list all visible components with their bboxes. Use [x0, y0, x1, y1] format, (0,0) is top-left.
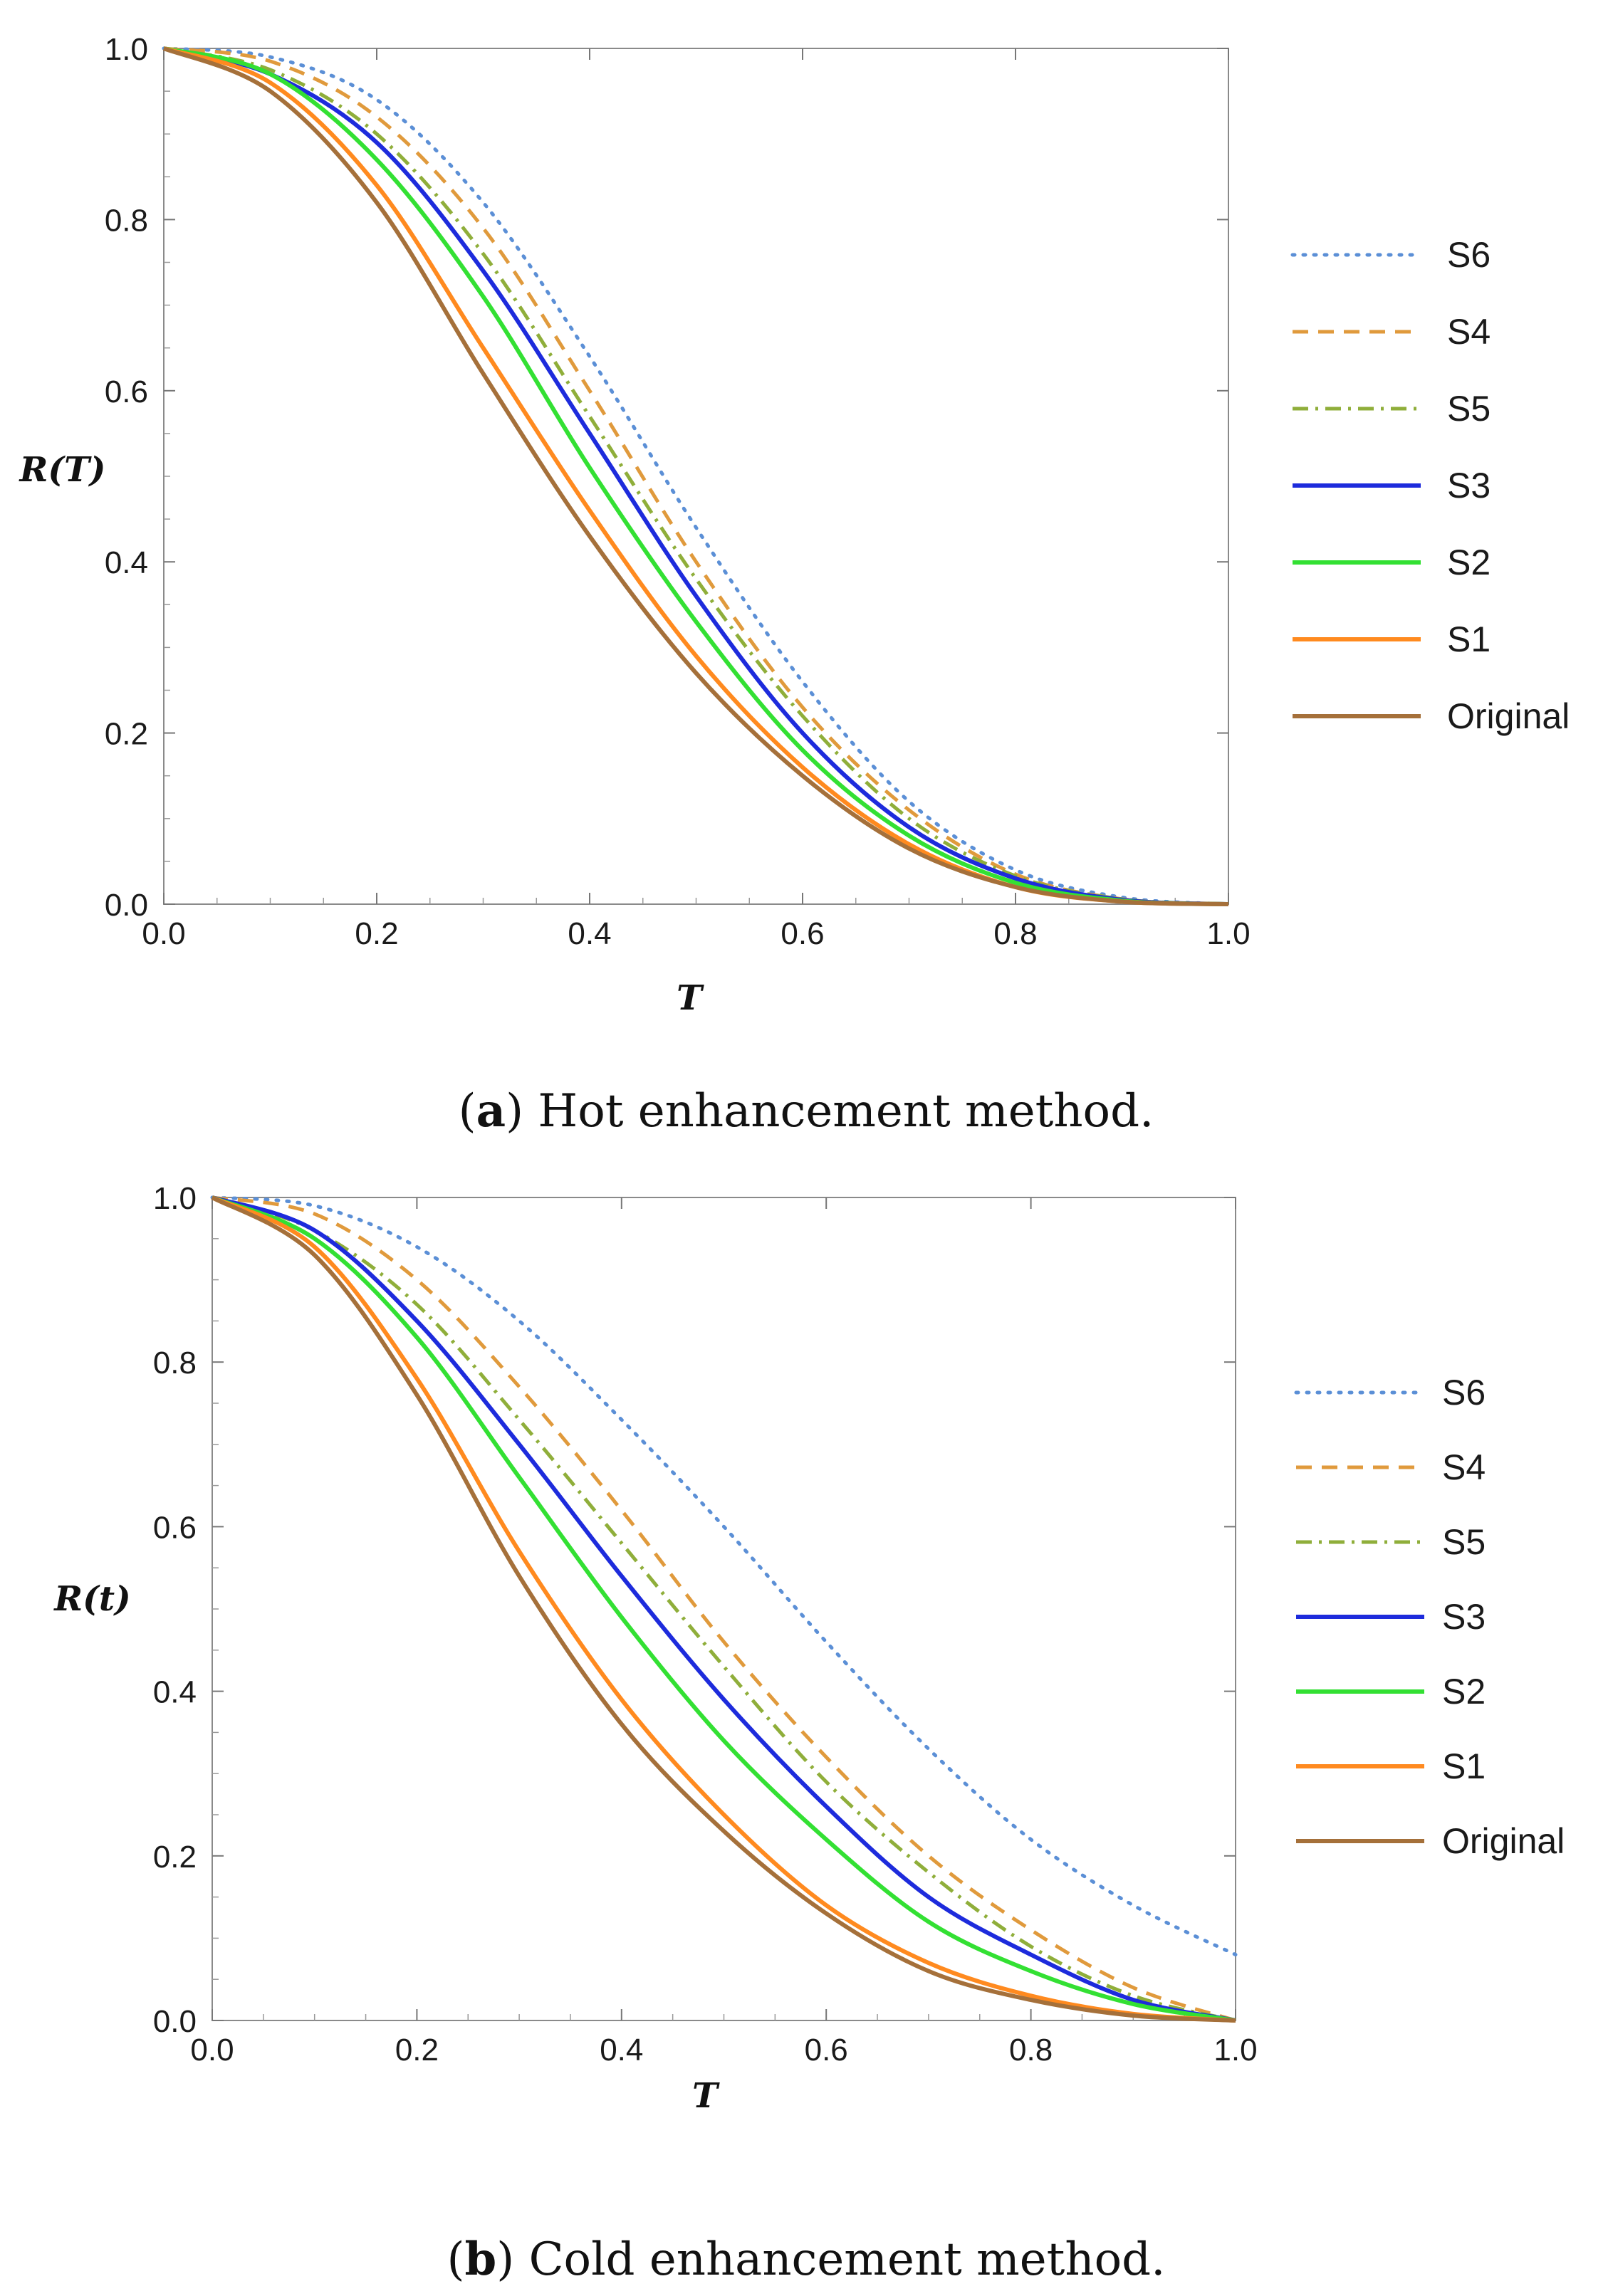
y-axis-title: R(T): [18, 450, 105, 490]
y-tick-label: 0.6: [105, 374, 148, 409]
series-line-original: [211, 1195, 1236, 2023]
legend-label-s6: S6: [1447, 235, 1491, 275]
legend-label-s3: S3: [1442, 1597, 1486, 1637]
y-tick-label: 0.6: [153, 1510, 197, 1545]
legend-label-s2: S2: [1447, 542, 1491, 582]
series-line-s2: [211, 1195, 1236, 2023]
y-tick-label: 0.2: [153, 1840, 197, 1875]
y-axis-title: R(t): [53, 1579, 130, 1619]
y-tick-label: 0.0: [105, 888, 148, 923]
legend-label-s3: S3: [1447, 466, 1491, 505]
series-line-s6: [210, 1195, 1238, 1956]
x-tick-label: 0.4: [568, 916, 611, 951]
series-line-s1: [163, 46, 1229, 906]
x-tick-label: 0.2: [355, 916, 398, 951]
y-tick-label: 0.2: [105, 717, 148, 752]
plot-frame: [163, 48, 1229, 905]
legend-label-s2: S2: [1442, 1672, 1486, 1711]
x-tick-label: 0.0: [190, 2033, 234, 2067]
y-tick-label: 1.0: [105, 32, 148, 67]
x-tick-label: 0.4: [600, 2033, 643, 2067]
series-line-s2: [163, 46, 1229, 906]
caption-a: (a) Hot enhancement method.: [459, 1084, 1154, 1138]
series-line-original: [162, 46, 1229, 906]
y-tick-label: 0.4: [105, 545, 148, 580]
legend-label-s4: S4: [1442, 1447, 1486, 1487]
legend-label-original: Original: [1442, 1821, 1565, 1861]
x-tick-label: 1.0: [1213, 2033, 1257, 2067]
series-line-s4: [212, 1195, 1236, 2023]
legend-label-s1: S1: [1447, 619, 1491, 659]
series-line-s5: [212, 1195, 1236, 2023]
caption-b: (b) Cold enhancement method.: [447, 2233, 1166, 2286]
y-tick-label: 0.8: [105, 203, 148, 238]
series-line-s1: [211, 1195, 1236, 2023]
legend-label-s4: S4: [1447, 312, 1491, 352]
legend-label-s5: S5: [1442, 1522, 1486, 1562]
x-tick-label: 0.6: [805, 2033, 848, 2067]
series-line-s3: [163, 46, 1229, 906]
x-tick-label: 0.0: [142, 916, 185, 951]
legend-label-original: Original: [1447, 696, 1570, 736]
y-tick-label: 0.8: [153, 1346, 197, 1380]
x-tick-label: 0.8: [993, 916, 1037, 951]
x-axis-title: T: [677, 978, 704, 1018]
series-line-s5: [163, 46, 1229, 906]
series-line-s6: [162, 46, 1231, 906]
panel-b-cold: 0.0 0.2 0.4 0.6 0.8 1.0 0.0 0.2 0.4 0.6 0.8 1.0 T R(t…: [53, 1181, 1565, 2116]
x-axis-title: T: [692, 2076, 720, 2116]
legend-label-s1: S1: [1442, 1746, 1486, 1786]
panel-a-hot: 0.0 0.2 0.4 0.6 0.8 1.0 0.0 0.2 0.4 0.6 0.8 1.0 T R(T…: [18, 32, 1570, 1018]
legend-label-s6: S6: [1442, 1373, 1486, 1412]
x-tick-label: 0.6: [781, 916, 824, 951]
y-tick-label: 0.0: [153, 2004, 197, 2039]
x-tick-label: 0.2: [395, 2033, 439, 2067]
series-line-s4: [163, 46, 1229, 906]
x-tick-label: 0.8: [1009, 2033, 1053, 2067]
y-tick-label: 0.4: [153, 1675, 197, 1710]
y-tick-label: 1.0: [153, 1181, 197, 1216]
legend-label-s5: S5: [1447, 389, 1491, 429]
x-tick-label: 1.0: [1206, 916, 1250, 951]
series-line-s3: [212, 1195, 1236, 2023]
